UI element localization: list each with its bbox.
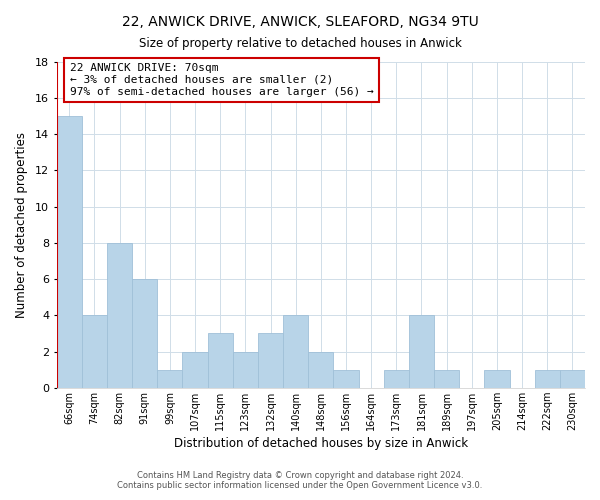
Bar xyxy=(208,334,233,388)
Bar xyxy=(283,316,308,388)
Bar xyxy=(334,370,359,388)
Text: 22 ANWICK DRIVE: 70sqm
← 3% of detached houses are smaller (2)
97% of semi-detac: 22 ANWICK DRIVE: 70sqm ← 3% of detached … xyxy=(70,64,374,96)
Bar xyxy=(384,370,409,388)
Text: 22, ANWICK DRIVE, ANWICK, SLEAFORD, NG34 9TU: 22, ANWICK DRIVE, ANWICK, SLEAFORD, NG34… xyxy=(122,15,478,29)
Bar xyxy=(157,370,182,388)
Bar xyxy=(132,279,157,388)
Bar xyxy=(82,316,107,388)
Bar xyxy=(107,243,132,388)
Bar xyxy=(409,316,434,388)
X-axis label: Distribution of detached houses by size in Anwick: Distribution of detached houses by size … xyxy=(174,437,468,450)
Bar xyxy=(434,370,459,388)
Bar xyxy=(560,370,585,388)
Bar xyxy=(484,370,509,388)
Y-axis label: Number of detached properties: Number of detached properties xyxy=(15,132,28,318)
Text: Contains HM Land Registry data © Crown copyright and database right 2024.
Contai: Contains HM Land Registry data © Crown c… xyxy=(118,470,482,490)
Text: Size of property relative to detached houses in Anwick: Size of property relative to detached ho… xyxy=(139,38,461,51)
Bar xyxy=(258,334,283,388)
Bar xyxy=(57,116,82,388)
Bar xyxy=(182,352,208,388)
Bar xyxy=(308,352,334,388)
Bar xyxy=(233,352,258,388)
Bar xyxy=(535,370,560,388)
